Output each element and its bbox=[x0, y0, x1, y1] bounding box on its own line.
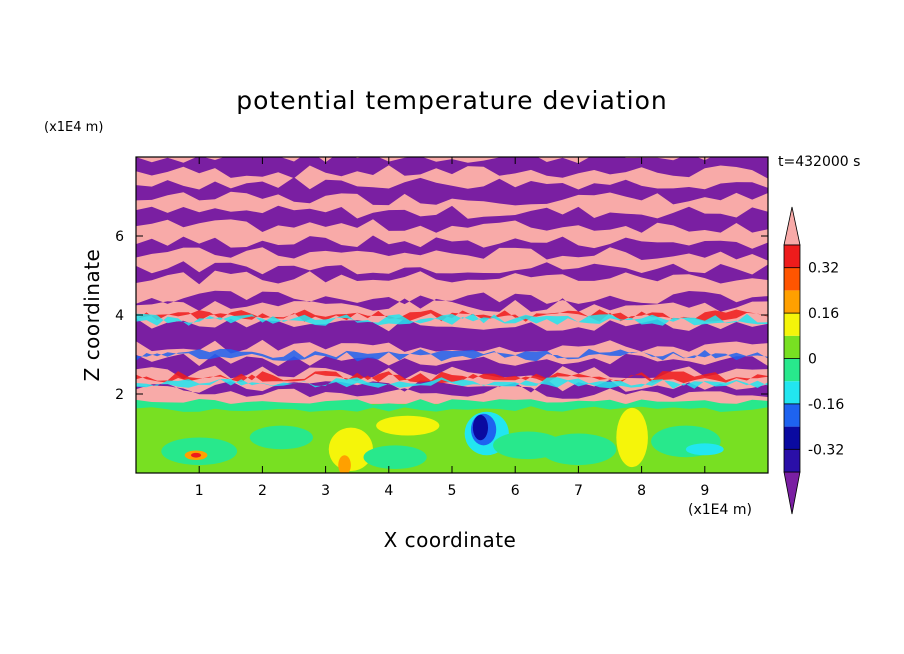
x-tick-label: 5 bbox=[448, 483, 457, 499]
stratified-band bbox=[136, 157, 768, 179]
field-blob bbox=[685, 443, 724, 456]
x-tick-label: 9 bbox=[700, 483, 709, 499]
colorbar-segment bbox=[784, 358, 800, 382]
field-blob bbox=[190, 452, 202, 458]
colorbar-tick-label: -0.32 bbox=[808, 442, 844, 458]
x-axis: 1 2 3 4 5 6 7 8 9 bbox=[195, 157, 709, 499]
colorbar-tick-label: 0 bbox=[808, 352, 817, 368]
x-axis-unit: (x1E4 m) bbox=[688, 502, 752, 518]
stratified-band bbox=[136, 235, 768, 261]
field-blob bbox=[249, 425, 313, 450]
transition-streak bbox=[136, 348, 768, 362]
colorbar-segment bbox=[784, 313, 800, 336]
x-tick-label: 7 bbox=[574, 483, 583, 499]
colorbar-tick-label: 0.32 bbox=[808, 261, 839, 277]
colorbar: 0.32 0.16 0 -0.16 -0.32 bbox=[783, 206, 844, 515]
colorbar-segment bbox=[784, 267, 800, 291]
transition-streak bbox=[136, 377, 768, 389]
x-axis-label: X coordinate bbox=[383, 528, 517, 552]
colorbar-max-arrow bbox=[783, 206, 801, 246]
x-tick-label: 1 bbox=[195, 483, 204, 499]
stratified-band bbox=[136, 290, 768, 312]
colorbar-segment bbox=[784, 245, 800, 268]
colorbar-segment bbox=[784, 381, 800, 404]
stratified-band bbox=[136, 261, 768, 285]
y-tick-label: 6 bbox=[115, 229, 124, 245]
colorbar-segment bbox=[784, 426, 800, 450]
colorbar-segment bbox=[784, 449, 800, 472]
x-tick-label: 4 bbox=[384, 483, 393, 499]
y-axis: 2 4 6 bbox=[115, 229, 768, 403]
boundary-layer-top bbox=[136, 399, 768, 412]
chart-title: potential temperature deviation bbox=[236, 86, 668, 115]
field-blob bbox=[338, 455, 351, 473]
x-tick-label: 3 bbox=[321, 483, 330, 499]
field-blob bbox=[472, 414, 489, 441]
colorbar-tick-label: 0.16 bbox=[808, 306, 839, 322]
y-axis-unit: (x1E4 m) bbox=[44, 120, 104, 135]
field-blob bbox=[616, 407, 648, 468]
transition-streak bbox=[136, 313, 768, 326]
colorbar-tick-label: -0.16 bbox=[808, 397, 844, 413]
field-blob bbox=[363, 445, 427, 470]
x-tick-label: 8 bbox=[637, 483, 646, 499]
stratified-band bbox=[136, 318, 768, 354]
time-label: t=432000 s bbox=[778, 154, 861, 170]
stratified-band bbox=[136, 177, 768, 206]
field-blob bbox=[376, 415, 440, 436]
colorbar-segment bbox=[784, 290, 800, 314]
x-tick-label: 6 bbox=[511, 483, 520, 499]
x-tick-label: 2 bbox=[258, 483, 267, 499]
y-tick-label: 4 bbox=[115, 308, 124, 324]
colorbar-segment bbox=[784, 403, 800, 427]
heatmap-field bbox=[136, 157, 768, 473]
field-blob bbox=[328, 427, 373, 472]
colorbar-min-arrow bbox=[783, 471, 801, 515]
stratified-band bbox=[136, 353, 768, 380]
y-tick-label: 2 bbox=[115, 387, 124, 403]
transition-streak bbox=[136, 371, 768, 384]
field-blob bbox=[540, 433, 617, 466]
stratified-band bbox=[136, 205, 768, 233]
colorbar-segment bbox=[784, 335, 800, 359]
